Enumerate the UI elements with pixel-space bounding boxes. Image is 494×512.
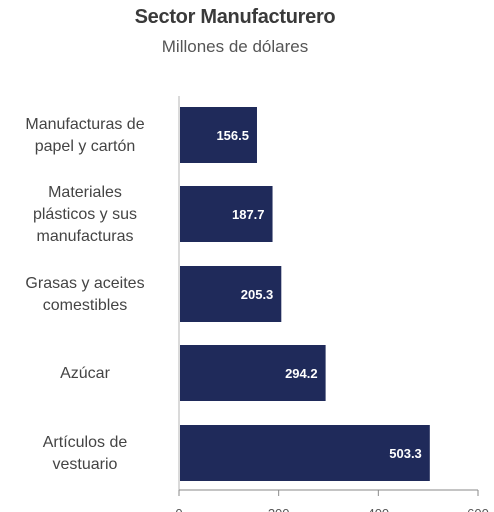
category-label: Manufacturas de papel y cartón (25, 116, 144, 155)
bar (180, 266, 282, 322)
bar-value-label: 156.5 (216, 128, 249, 143)
chart-subtitle: Millones de dólares (161, 37, 309, 56)
bar-value-label: 187.7 (232, 207, 265, 222)
bar (180, 345, 326, 401)
x-tick-label: 0 (175, 506, 182, 512)
x-tick-label: 600 (467, 506, 489, 512)
category-label: Azúcar (60, 365, 110, 382)
x-tick-label: 400 (367, 506, 389, 512)
bar (180, 425, 430, 481)
bar-value-label: 503.3 (389, 446, 422, 461)
bar (180, 107, 257, 163)
category-label: Artículos de vestuario (43, 434, 128, 473)
x-tick-label: 200 (268, 506, 290, 512)
bar-value-label: 294.2 (285, 366, 318, 381)
category-label: Grasas y aceites comestibles (25, 275, 144, 314)
category-label: Materiales plásticos y sus manufacturas (33, 184, 137, 245)
bar-value-label: 205.3 (241, 287, 274, 302)
bar (180, 186, 273, 242)
chart-title: Sector Manufacturero (134, 6, 336, 28)
